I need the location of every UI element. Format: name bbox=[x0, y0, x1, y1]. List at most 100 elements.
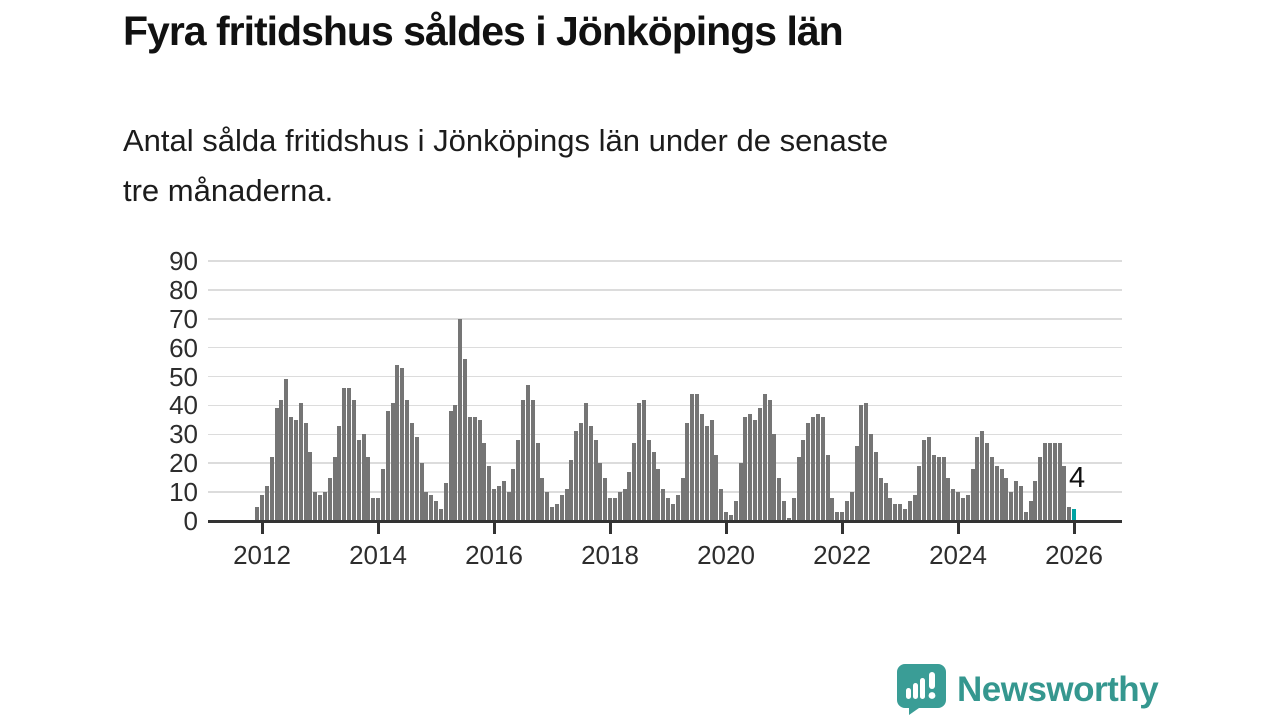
bar bbox=[946, 477, 951, 521]
bar bbox=[438, 509, 443, 521]
bar bbox=[873, 451, 878, 521]
chart-subtitle-line-2: tre månaderna. bbox=[123, 173, 334, 208]
bar bbox=[699, 414, 704, 521]
bar bbox=[366, 457, 371, 521]
bar bbox=[453, 405, 458, 521]
bar bbox=[356, 440, 361, 521]
bar bbox=[1009, 492, 1014, 521]
bar bbox=[284, 379, 289, 521]
bar bbox=[603, 477, 608, 521]
bar bbox=[554, 503, 559, 521]
newsworthy-logo: Newsworthy bbox=[897, 664, 1159, 715]
bar bbox=[409, 422, 414, 521]
bar bbox=[849, 492, 854, 521]
bar bbox=[806, 422, 811, 521]
bar bbox=[612, 497, 617, 521]
x-axis-tick-label-2020: 2020 bbox=[697, 540, 755, 570]
bar bbox=[448, 411, 453, 521]
bar bbox=[777, 477, 782, 521]
bar bbox=[347, 388, 351, 521]
bar bbox=[400, 367, 405, 521]
bar-highlighted bbox=[1072, 509, 1076, 521]
gridline-40 bbox=[208, 404, 1122, 407]
bar bbox=[902, 509, 907, 521]
bar bbox=[941, 457, 946, 521]
bar bbox=[704, 425, 709, 521]
bar bbox=[864, 402, 869, 521]
y-axis-label-50: 50 bbox=[169, 361, 198, 392]
gridline-90 bbox=[208, 260, 1122, 262]
x-axis-tick-2012 bbox=[260, 521, 264, 534]
bar bbox=[675, 495, 680, 521]
chart-subtitle: Antal sålda fritidshus i Jönköpings län … bbox=[123, 116, 888, 216]
bar bbox=[690, 393, 695, 521]
bar bbox=[332, 457, 337, 521]
bar bbox=[931, 454, 936, 521]
bar bbox=[516, 440, 521, 521]
bar bbox=[670, 503, 675, 521]
bar bbox=[274, 408, 279, 521]
bar bbox=[260, 495, 264, 521]
bar bbox=[622, 489, 627, 521]
bar bbox=[1062, 466, 1067, 521]
bar bbox=[728, 515, 733, 521]
x-axis-tick-2024 bbox=[956, 521, 960, 534]
bar bbox=[1033, 480, 1038, 521]
y-axis-label-20: 20 bbox=[169, 448, 198, 479]
bar bbox=[767, 399, 772, 521]
bar bbox=[651, 451, 656, 521]
bar bbox=[680, 477, 685, 521]
bar bbox=[540, 477, 545, 521]
y-axis-label-10: 10 bbox=[169, 477, 198, 508]
bar bbox=[994, 466, 999, 521]
bar bbox=[463, 359, 467, 521]
bar bbox=[492, 489, 496, 521]
bar bbox=[564, 489, 569, 521]
bar bbox=[835, 512, 840, 521]
bar bbox=[854, 445, 859, 521]
bar bbox=[574, 431, 579, 521]
bar bbox=[748, 414, 753, 521]
x-axis-tick-label-2022: 2022 bbox=[813, 540, 871, 570]
newsworthy-logo-text: Newsworthy bbox=[957, 669, 1159, 709]
bar bbox=[434, 500, 438, 521]
bar bbox=[395, 365, 400, 521]
x-axis-tick-label-2026: 2026 bbox=[1045, 540, 1103, 570]
bar bbox=[724, 512, 728, 521]
bar bbox=[859, 405, 864, 521]
bar bbox=[322, 492, 327, 521]
bar bbox=[960, 497, 965, 521]
bar bbox=[371, 497, 376, 521]
bar bbox=[627, 471, 632, 521]
y-axis-label-0: 0 bbox=[183, 506, 198, 536]
bar bbox=[685, 422, 690, 521]
bar bbox=[550, 506, 554, 521]
x-axis-line bbox=[208, 519, 1122, 523]
bar bbox=[1023, 512, 1028, 521]
bar bbox=[666, 497, 670, 521]
bar bbox=[656, 469, 661, 521]
bar bbox=[1047, 443, 1052, 521]
bar bbox=[255, 506, 260, 521]
bar bbox=[801, 440, 806, 521]
y-axis-label-80: 80 bbox=[169, 274, 198, 305]
bar bbox=[1052, 443, 1057, 521]
bar bbox=[293, 419, 298, 521]
y-axis-label-60: 60 bbox=[169, 332, 198, 363]
bar bbox=[264, 486, 269, 521]
bar bbox=[922, 440, 927, 521]
bar bbox=[380, 469, 385, 521]
bar bbox=[289, 417, 293, 521]
bar bbox=[482, 443, 487, 521]
bar bbox=[361, 434, 366, 521]
x-axis-tick-2014 bbox=[376, 521, 380, 534]
bar bbox=[743, 417, 748, 521]
gridline-60 bbox=[208, 346, 1122, 349]
bar bbox=[487, 466, 492, 521]
bar bbox=[351, 399, 356, 521]
bar bbox=[419, 463, 424, 521]
bar bbox=[811, 417, 815, 521]
bar bbox=[999, 469, 1004, 521]
bar bbox=[632, 443, 637, 521]
